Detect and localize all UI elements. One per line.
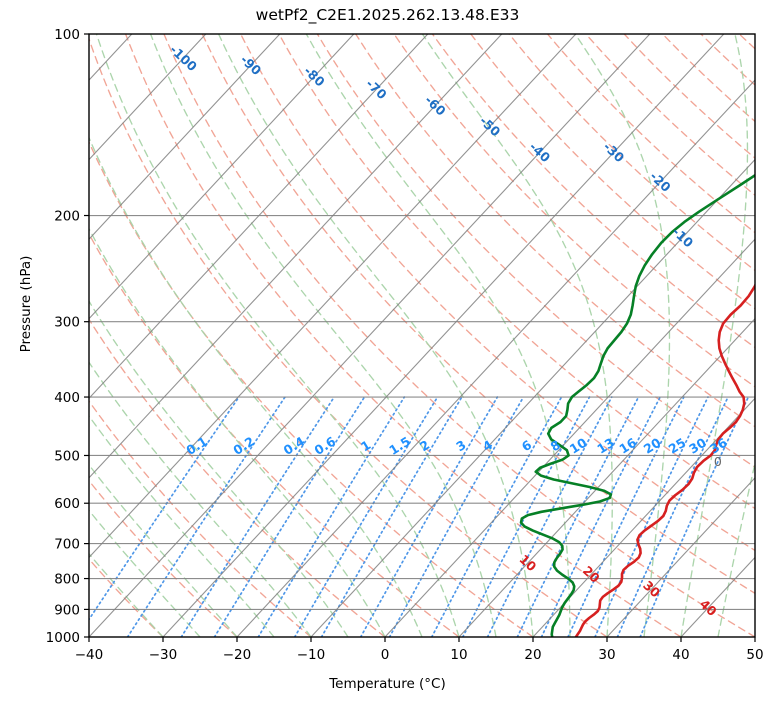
x-tick-label: 20 xyxy=(524,647,541,663)
x-axis-label: Temperature (°C) xyxy=(329,676,446,692)
x-tick-label: −40 xyxy=(75,647,104,663)
x-tick-label: 30 xyxy=(598,647,615,663)
x-tick-label: −10 xyxy=(297,647,326,663)
page-title: wetPf2_C2E1.2025.262.13.48.E33 xyxy=(255,6,520,24)
dry-adiabats xyxy=(89,34,755,637)
y-tick-label: 600 xyxy=(54,496,80,512)
x-tick-label: −20 xyxy=(223,647,252,663)
plot-frame xyxy=(88,33,756,638)
y-tick-label: 100 xyxy=(54,27,80,43)
zero-degree-marker: 0 xyxy=(714,454,722,469)
annotations: 0 xyxy=(714,454,722,469)
y-tick-label: 500 xyxy=(54,448,80,464)
sounding-curves xyxy=(519,173,755,637)
y-tick-label: 700 xyxy=(54,537,80,553)
y-tick-label: 400 xyxy=(54,390,80,406)
dewpoint-curve xyxy=(519,173,755,637)
pressure-gridlines xyxy=(89,34,755,637)
x-tick-label: 50 xyxy=(746,647,763,663)
y-tick-label: 800 xyxy=(54,572,80,588)
y-tick-label: 300 xyxy=(54,315,80,331)
moist-adiabats xyxy=(89,34,755,637)
y-tick-label: 200 xyxy=(54,209,80,225)
x-tick-label: 0 xyxy=(381,647,390,663)
isotherm-lines xyxy=(89,34,755,637)
y-tick-label: 900 xyxy=(54,602,80,618)
x-tick-label: 10 xyxy=(450,647,467,663)
x-tick-label: 40 xyxy=(672,647,689,663)
x-tick-label: −30 xyxy=(149,647,178,663)
y-tick-label: 1000 xyxy=(46,630,80,646)
temperature-curve xyxy=(574,282,755,637)
